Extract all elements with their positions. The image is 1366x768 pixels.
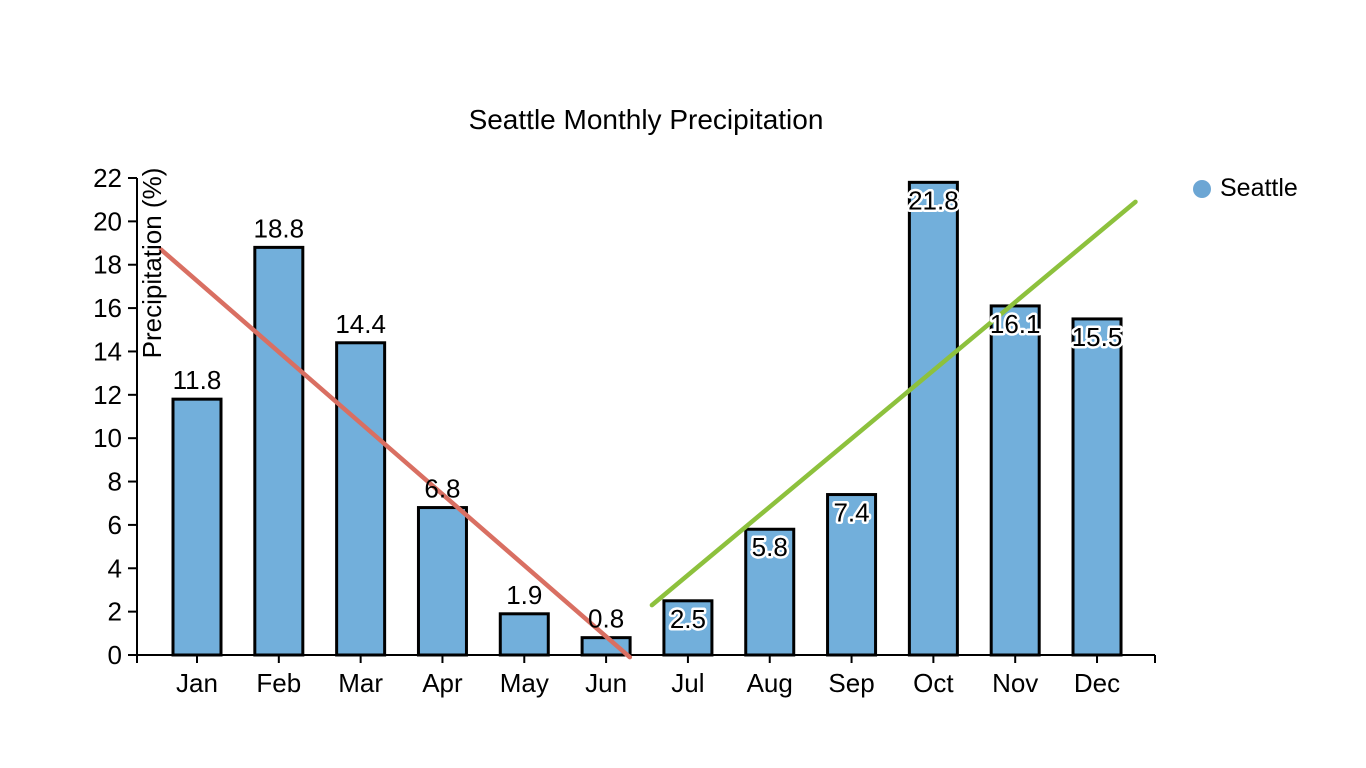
jul-dec-rising-trend (649, 199, 1138, 608)
bar-Sep (826, 493, 878, 657)
bar-Oct (907, 180, 959, 657)
y-tick-label: 22 (93, 163, 122, 193)
jan-jun-declining-trend (158, 247, 633, 660)
x-tick-label: Oct (913, 668, 954, 698)
y-tick-label: 6 (108, 510, 122, 540)
y-tick-label: 8 (108, 467, 122, 497)
legend-label: Seattle (1220, 174, 1298, 202)
bar-value-label: 5.8 (752, 532, 788, 562)
y-tick-label: 12 (93, 380, 122, 410)
y-axis-title: Precipitation (%) (137, 167, 167, 359)
x-tick-label: Apr (422, 668, 463, 698)
bar-Jan (171, 397, 223, 657)
bar-value-label: 18.8 (254, 213, 305, 243)
x-tick-label: Aug (747, 668, 793, 698)
bar-value-label: 2.5 (670, 604, 706, 634)
bar-Feb (253, 245, 305, 657)
bar-Aug (744, 527, 796, 657)
x-tick-label: Feb (256, 668, 301, 698)
y-tick-label: 18 (93, 250, 122, 280)
bar-value-label: 16.1 (990, 309, 1041, 339)
x-tick-label: Mar (338, 668, 383, 698)
bar-Apr (416, 506, 468, 657)
bar-value-label: 21.8 (908, 185, 959, 215)
y-tick-label: 14 (93, 336, 122, 366)
bar-value-label: 7.4 (833, 498, 869, 528)
x-tick-label: Dec (1074, 668, 1120, 698)
chart-title: Seattle Monthly Precipitation (468, 104, 824, 135)
bar-Mar (335, 341, 387, 657)
x-tick-label: Jan (176, 668, 218, 698)
x-tick-label: Sep (828, 668, 874, 698)
x-tick-label: Nov (992, 668, 1038, 698)
bar-value-label: 6.8 (424, 474, 460, 504)
x-tick-label: May (500, 668, 549, 698)
legend[interactable]: Seattle (1193, 174, 1298, 203)
bar-value-label: 1.9 (506, 580, 542, 610)
x-tick-label: Jun (585, 668, 627, 698)
y-tick-label: 2 (108, 597, 122, 627)
bar-value-label: 11.8 (173, 365, 222, 395)
y-tick-label: 0 (108, 640, 122, 670)
x-tick-label: Jul (671, 668, 704, 698)
bar-Dec (1071, 317, 1123, 657)
bar-May (498, 612, 550, 657)
bar-value-label: 15.5 (1072, 322, 1123, 352)
y-tick-label: 16 (93, 293, 122, 323)
bar-Nov (989, 304, 1041, 657)
y-tick-label: 10 (93, 423, 122, 453)
bar-Jul (662, 599, 714, 657)
y-tick-label: 4 (108, 553, 122, 583)
bar-value-label: 0.8 (588, 604, 624, 634)
y-tick-label: 20 (93, 206, 122, 236)
legend-marker-icon (1193, 179, 1211, 198)
bar-value-label: 14.4 (335, 309, 386, 339)
